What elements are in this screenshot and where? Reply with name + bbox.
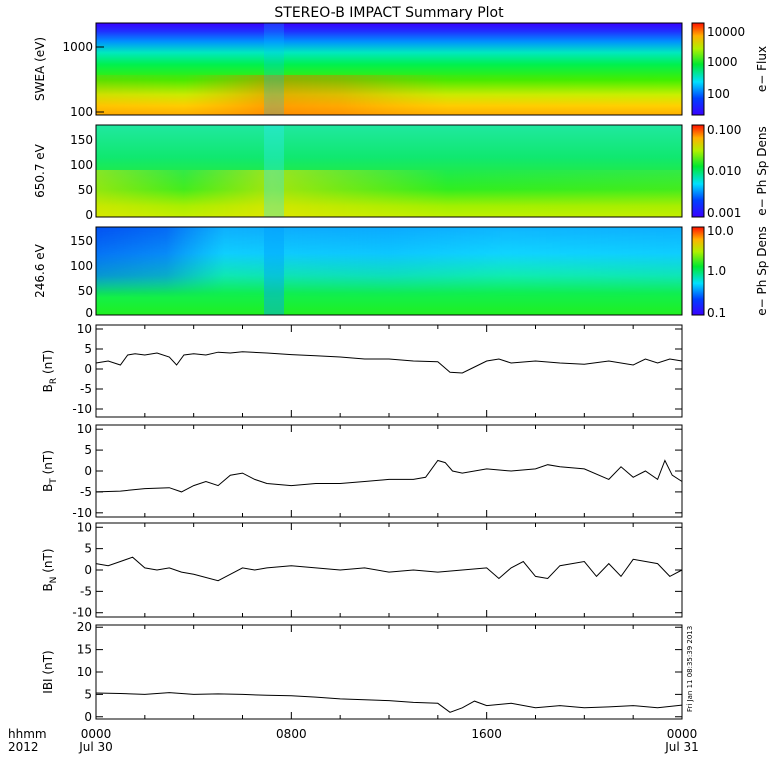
br-ytick-label: 10	[77, 322, 92, 336]
br-ylabel: BR (nT)	[41, 350, 59, 393]
x-tick-date: Jul 31	[664, 740, 699, 754]
panel-br: 10 5 0 -5 -10 BR (nT)	[41, 322, 683, 418]
bmag-ytick-label: 0	[84, 710, 92, 724]
x-tick-time: 0800	[276, 727, 307, 741]
x-tick-time: 1600	[471, 727, 502, 741]
pa650-frame	[95, 124, 683, 218]
swea-ylabel: SWEA (eV)	[33, 37, 47, 101]
x-axis-corner-bottom: 2012	[8, 740, 39, 754]
pa650-colorbar-label: e− Ph Sp Dens	[755, 126, 769, 215]
pa246-ylabel: 246.6 eV	[33, 243, 47, 298]
panel-bt: 10 5 0 -5 -10 BT (nT)	[41, 422, 683, 520]
pa246-ytick: 100	[70, 259, 93, 273]
bn-ytick-label: 5	[84, 542, 92, 556]
pa246-frame	[95, 226, 683, 316]
bmag-ylabel: IBI (nT)	[41, 650, 55, 693]
pa246-yticks: 150 100 50 0	[70, 234, 93, 320]
bmag-frame	[95, 624, 683, 720]
br-ytick-label: 5	[84, 342, 92, 356]
bn-frame	[95, 522, 683, 618]
panel-bn: 10 5 0 -5 -10 BN (nT)	[41, 520, 683, 620]
pa650-ytick: 100	[70, 158, 93, 172]
pa246-cbar-tick: 1.0	[707, 264, 726, 278]
pa246-cbar-tick: 0.1	[707, 306, 726, 320]
pa650-heatmap-time-variation	[96, 170, 682, 217]
swea-cbar-tick: 10000	[707, 25, 745, 39]
x-tick-time: 0000	[81, 727, 112, 741]
swea-yticks: 1000 100	[62, 40, 104, 119]
pa650-ytick: 0	[85, 208, 93, 222]
bt-ytick-label: 5	[84, 443, 92, 457]
bmag-ytick-label: 15	[77, 643, 92, 657]
swea-heatmap-band	[264, 23, 284, 115]
bn-ytick-label: 10	[77, 520, 92, 534]
swea-cbar-tick: 100	[707, 87, 730, 101]
panel-bmag: 20 15 10 5 0 IBI (nT)	[41, 620, 683, 724]
panel-650eV: 150 100 50 0 650.7 eV 0.100 0.010 0.001 …	[33, 123, 769, 222]
pa650-ytick: 150	[70, 133, 93, 147]
x-axis-corner-top: hhmm	[8, 727, 47, 741]
swea-ytick-100: 100	[70, 105, 93, 119]
panel-246eV: 150 100 50 0 246.6 eV 10.0 1.0 0.1 e− Ph…	[33, 224, 769, 320]
br-ytick-label: 0	[84, 362, 92, 376]
bmag-ytick-label: 5	[84, 687, 92, 701]
bt-series-line	[95, 459, 683, 493]
pa650-colorbar-ticks: 0.100 0.010 0.001	[707, 123, 741, 220]
bmag-ytick-label: 20	[77, 620, 92, 634]
bmag-ytick-label: 10	[77, 665, 92, 679]
bt-ylabel: BT (nT)	[41, 450, 59, 492]
pa246-heatmap-band	[264, 227, 284, 315]
x-tick-date: Jul 30	[78, 740, 113, 754]
pa650-ylabel: 650.7 eV	[33, 143, 47, 198]
timestamp: Fri Jan 11 08:35:39 2013	[686, 626, 694, 712]
pa650-cbar-tick: 0.010	[707, 164, 741, 178]
swea-frame	[95, 22, 683, 116]
bn-ytick-label: 0	[84, 563, 92, 577]
pa246-ytick: 0	[85, 306, 93, 320]
br-ytick-label: -5	[80, 382, 92, 396]
plot-title: STEREO-B IMPACT Summary Plot	[274, 5, 504, 21]
pa650-cbar-tick: 0.001	[707, 206, 741, 220]
swea-colorbar-label: e− Flux	[755, 46, 769, 92]
pa650-colorbar	[691, 124, 705, 218]
pa650-heatmap-band	[264, 125, 284, 217]
bn-ytick-label: -10	[72, 606, 92, 620]
br-ytick-label: -10	[72, 402, 92, 416]
br-frame	[95, 324, 683, 418]
pa246-ytick: 150	[70, 234, 93, 248]
pa246-colorbar-ticks: 10.0 1.0 0.1	[707, 224, 734, 320]
br-series-line	[95, 351, 683, 374]
swea-ytick-1000: 1000	[62, 40, 93, 54]
swea-colorbar	[691, 22, 705, 116]
bt-ytick-label: -5	[80, 485, 92, 499]
swea-colorbar-ticks: 10000 1000 100	[707, 25, 745, 101]
bt-ytick-label: -10	[72, 506, 92, 520]
pa246-cbar-tick: 10.0	[707, 224, 734, 238]
swea-cbar-tick: 1000	[707, 55, 738, 69]
bt-ytick-label: 10	[77, 422, 92, 436]
bmag-series-line	[95, 692, 683, 713]
pa246-colorbar-label: e− Ph Sp Dens	[755, 226, 769, 315]
x-tick-time: 0000	[667, 727, 698, 741]
pa650-cbar-tick: 0.100	[707, 123, 741, 137]
pa650-yticks: 150 100 50 0	[70, 133, 93, 222]
bn-ylabel: BN (nT)	[41, 548, 59, 591]
panel-swea: 1000 100 SWEA (eV) 10000 1000 100 e− Flu…	[33, 22, 769, 119]
swea-heatmap-time-variation	[96, 75, 682, 115]
bt-ytick-label: 0	[84, 464, 92, 478]
pa246-heatmap-time-variation	[96, 227, 682, 315]
pa246-colorbar	[691, 226, 705, 316]
bn-ytick-label: -5	[80, 584, 92, 598]
bn-series-line	[95, 556, 683, 582]
pa246-ytick: 50	[78, 284, 93, 298]
pa650-ytick: 50	[78, 183, 93, 197]
bt-frame	[95, 424, 683, 518]
